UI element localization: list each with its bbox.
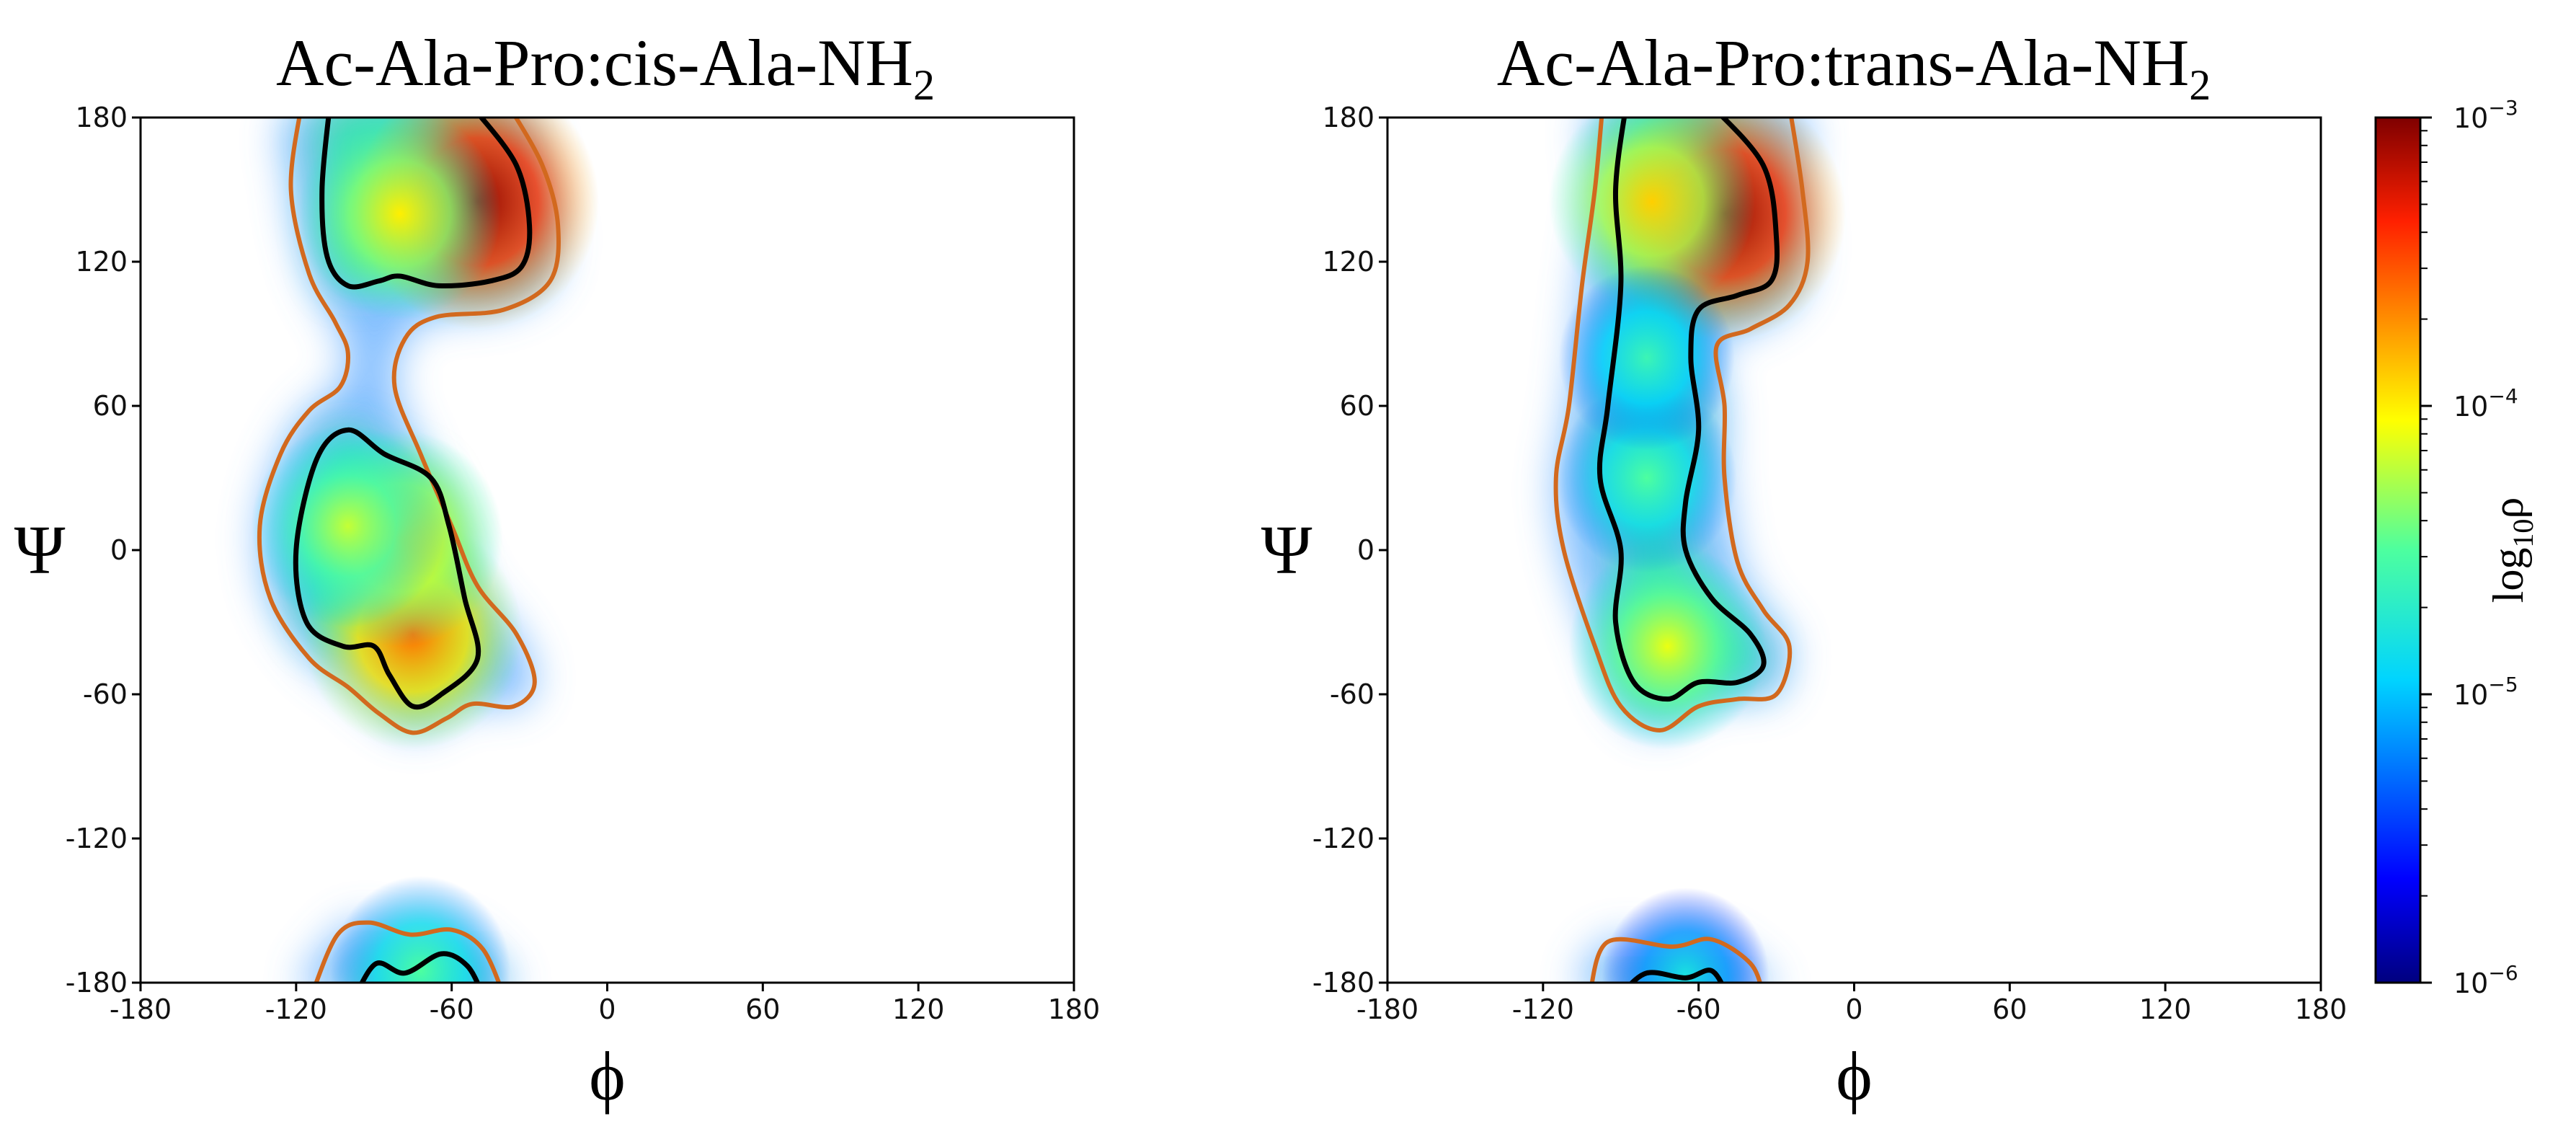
inner-contour xyxy=(319,118,533,290)
x-tick-label: -180 xyxy=(1356,993,1418,1025)
y-axis-label: Ψ xyxy=(1261,511,1313,588)
ramachandran-panel-1: -180 -120 -60 0 60 120 180 -180 -120 -60 0 60 120 180… xyxy=(14,26,1101,1115)
axes-frame xyxy=(1386,116,2322,984)
y-tick-label: 0 xyxy=(110,534,128,566)
colorbar-tick-label: 10−5 xyxy=(2453,673,2518,711)
x-tick-label: 120 xyxy=(2139,993,2192,1025)
y-tick-label: -120 xyxy=(1313,823,1374,854)
density-peak xyxy=(330,876,511,983)
colorbar-gradient xyxy=(2374,116,2422,984)
x-tick-label: -120 xyxy=(265,993,327,1025)
density-peak xyxy=(1558,265,1735,451)
colorbar-label: log10ρ xyxy=(2484,497,2539,603)
x-tick-label: 120 xyxy=(892,993,945,1025)
inner-contour xyxy=(359,951,481,983)
x-tick-label: -60 xyxy=(1676,993,1721,1025)
inner-contour xyxy=(1596,118,1780,702)
colorbar: 10−3 10−4 10−5 10−6 log10ρ xyxy=(2374,96,2539,999)
y-tick-label: -60 xyxy=(1330,678,1374,710)
x-tick-label: 0 xyxy=(1845,993,1862,1025)
y-tick-label: 180 xyxy=(1322,102,1374,133)
colorbar-tick-label: 10−6 xyxy=(2453,961,2518,999)
panel-title: Ac-Ala-Pro:trans-Ala-NH2 xyxy=(1497,26,2211,109)
y-tick-label: -60 xyxy=(83,678,128,710)
ramachandran-panel-2: -180 -120 -60 0 60 120 180 -180 -120 -60 0 60 120 180… xyxy=(1261,26,2348,1115)
panel-title: Ac-Ala-Pro:cis-Ala-NH2 xyxy=(276,26,935,109)
outer-contour xyxy=(1589,937,1762,983)
y-tick-label: 120 xyxy=(1322,246,1374,278)
y-tick-label: -180 xyxy=(1313,967,1374,999)
x-tick-label: 180 xyxy=(1048,993,1101,1025)
density-peak xyxy=(1602,888,1769,983)
x-tick-label: 60 xyxy=(745,993,780,1025)
inner-contour xyxy=(1628,968,1724,983)
y-tick-label: 120 xyxy=(75,246,128,278)
y-tick-label: 60 xyxy=(93,390,128,422)
y-tick-label: 0 xyxy=(1357,534,1374,566)
x-tick-label: 60 xyxy=(1992,993,2027,1025)
outer-contour xyxy=(1553,118,1811,733)
x-axis-label: ϕ xyxy=(1836,1037,1873,1115)
density-peak xyxy=(1548,118,1755,310)
inner-contour xyxy=(293,427,481,710)
outer-contour xyxy=(257,118,561,735)
y-tick-label: 60 xyxy=(1340,390,1374,422)
x-tick-label: -180 xyxy=(110,993,172,1025)
colorbar-tick-label: 10−4 xyxy=(2453,384,2518,422)
density-peak xyxy=(251,424,445,628)
colorbar-tick-label: 10−3 xyxy=(2453,96,2518,134)
density-peak xyxy=(1568,542,1767,751)
y-tick-label: -120 xyxy=(66,823,128,854)
x-tick-label: 0 xyxy=(598,993,616,1025)
x-axis-label: ϕ xyxy=(589,1037,626,1115)
y-tick-label: -180 xyxy=(66,967,128,999)
x-tick-label: -60 xyxy=(430,993,474,1025)
x-tick-label: -120 xyxy=(1512,993,1574,1025)
outer-contour xyxy=(314,920,502,983)
y-tick-label: 180 xyxy=(75,102,128,133)
y-axis-label: Ψ xyxy=(14,511,66,588)
x-tick-label: 180 xyxy=(2295,993,2348,1025)
density-peak xyxy=(298,118,501,320)
